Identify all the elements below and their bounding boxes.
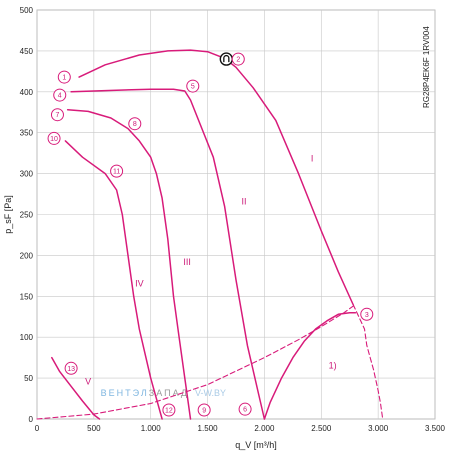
y-tick-label: 150 (20, 292, 34, 301)
x-tick-label: 1.000 (141, 424, 162, 433)
curve-label: V (85, 377, 91, 387)
point-marker-1: 1 (57, 70, 71, 84)
series-I-line (78, 49, 354, 306)
curve-label: 1) (329, 360, 337, 370)
watermark-part-2: ЗАПАД (149, 388, 189, 398)
y-tick-label: 300 (20, 170, 34, 179)
series-limit-line (352, 303, 384, 420)
x-tick-label: 3.000 (368, 424, 389, 433)
series-IV-line (64, 140, 163, 420)
y-tick-label: 50 (24, 374, 33, 383)
point-marker-label: 2 (236, 57, 240, 64)
x-tick-label: 1.500 (198, 424, 219, 433)
point-marker-11: 11 (110, 164, 124, 178)
point-marker-label: 7 (56, 112, 60, 119)
series-III-line (66, 109, 192, 420)
point-marker-6: 6 (238, 402, 252, 416)
y-tick-label: 500 (20, 6, 34, 15)
series-II-line (70, 88, 266, 420)
point-marker-4: 4 (53, 88, 67, 102)
fan-symbol-icon (219, 52, 234, 66)
model-label: RG28P4EK6F 1RV004 (422, 26, 431, 108)
point-marker-9: 9 (197, 403, 211, 417)
y-tick-label: 250 (20, 211, 34, 220)
point-marker-label: 6 (243, 407, 247, 414)
point-marker-12: 12 (162, 403, 176, 417)
watermark-part-3: V-W.BY (195, 388, 226, 398)
y-tick-label: 0 (29, 415, 34, 424)
point-marker-10: 10 (47, 131, 61, 145)
y-tick-label: 100 (20, 333, 34, 342)
point-marker-3: 3 (360, 307, 374, 321)
watermark-text: ВЕНТЭЛЗАПАД V-W.BY (101, 388, 226, 398)
axis-layer: 0 500 1.000 1.500 2.000 2.500 3.000 3.500 0 50 100… (20, 6, 446, 433)
y-axis-title: p_sF [Pa] (3, 195, 13, 234)
y-tick-label: 400 (20, 88, 34, 97)
point-marker-2: 2 (231, 52, 245, 66)
x-tick-label: 2.000 (254, 424, 275, 433)
curve-label: III (183, 257, 191, 267)
point-marker-label: 5 (191, 84, 195, 91)
series-1-line (263, 311, 357, 420)
curve-label: I (311, 153, 314, 163)
watermark-part-1: ВЕНТЭЛ (101, 388, 149, 398)
point-marker-label: 13 (67, 366, 75, 373)
point-marker-label: 1 (62, 75, 66, 82)
x-tick-label: 3.500 (425, 424, 446, 433)
curve-label: IV (135, 278, 144, 288)
x-axis-title: q_V [m³/h] (235, 440, 277, 450)
curve-label: II (241, 197, 246, 207)
series-system-line (36, 303, 356, 420)
series-V-line (51, 356, 101, 420)
point-marker-7: 7 (50, 108, 64, 122)
y-tick-label: 350 (20, 129, 34, 138)
x-tick-label: 2.500 (311, 424, 332, 433)
y-tick-label: 450 (20, 47, 34, 56)
point-marker-label: 12 (165, 408, 173, 415)
point-marker-13: 13 (64, 361, 78, 375)
point-marker-label: 4 (58, 93, 62, 100)
point-marker-label: 9 (202, 408, 206, 415)
point-marker-5: 5 (186, 79, 200, 93)
watermark: ВЕНТЭЛЗАПАД V-W.BY (101, 388, 226, 398)
point-marker-8: 8 (128, 117, 142, 131)
grid-layer (36, 9, 436, 420)
point-marker-label: 3 (365, 312, 369, 319)
y-tick-label: 200 (20, 251, 34, 260)
x-tick-label: 0 (35, 424, 40, 433)
point-marker-label: 11 (113, 169, 120, 176)
point-marker-label: 10 (50, 136, 58, 143)
x-tick-label: 500 (87, 424, 101, 433)
point-marker-label: 8 (133, 121, 137, 128)
